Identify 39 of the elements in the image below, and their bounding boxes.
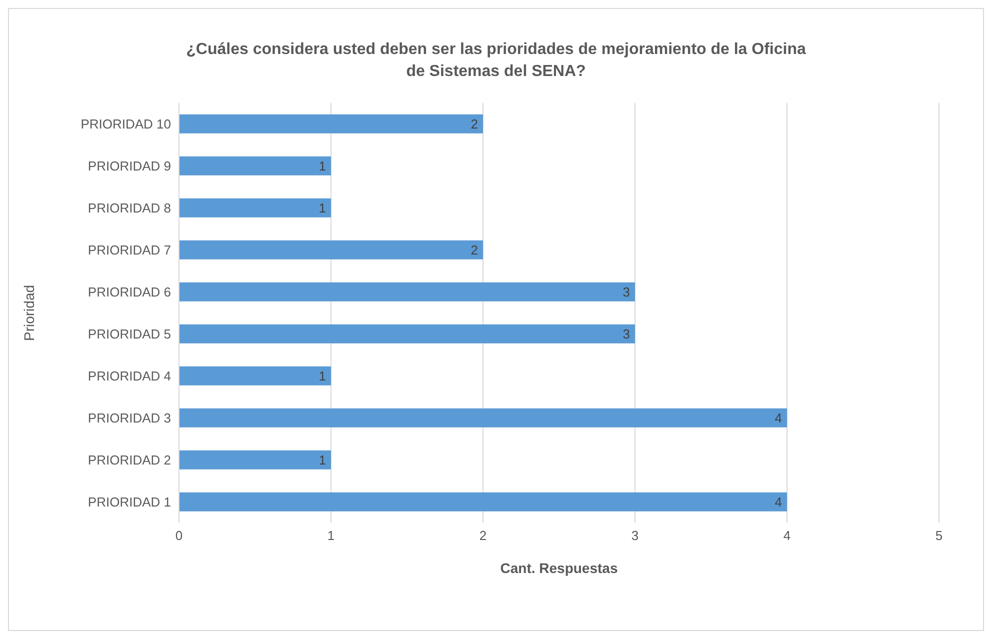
data-label: 3	[622, 284, 630, 300]
x-tick-label: 5	[935, 528, 943, 544]
x-tick-label: 4	[783, 528, 791, 544]
bar	[179, 492, 787, 512]
y-tick-label: PRIORIDAD 6	[88, 284, 171, 300]
y-tick-label: PRIORIDAD 7	[88, 242, 171, 258]
data-label: 1	[318, 200, 326, 216]
y-tick-label: PRIORIDAD 4	[88, 368, 171, 384]
x-axis-title: Cant. Respuestas	[500, 560, 618, 576]
bar	[179, 240, 483, 260]
bar	[179, 114, 483, 134]
x-tick-label: 3	[631, 528, 639, 544]
x-tick-label: 0	[175, 528, 183, 544]
y-tick-label: PRIORIDAD 1	[88, 494, 171, 510]
x-tick-label: 1	[327, 528, 335, 544]
data-label: 4	[774, 494, 782, 510]
data-label: 2	[470, 242, 478, 258]
chart-title: ¿Cuáles considera usted deben ser las prioridades de mejoramiento de la Oficina de Sistemas del SENA?	[185, 40, 807, 82]
bar	[179, 198, 331, 218]
data-label: 1	[318, 452, 326, 468]
data-label: 3	[622, 326, 630, 342]
bar	[179, 450, 331, 470]
y-tick-label: PRIORIDAD 5	[88, 326, 171, 342]
y-tick-label: PRIORIDAD 2	[88, 452, 171, 468]
y-axis-title: Prioridad	[20, 284, 37, 342]
y-tick-label: PRIORIDAD 10	[80, 116, 171, 132]
y-tick-label: PRIORIDAD 3	[88, 410, 171, 426]
bar	[179, 156, 331, 176]
y-tick-label: PRIORIDAD 8	[88, 200, 171, 216]
bar	[179, 366, 331, 386]
data-label: 4	[774, 410, 782, 426]
bar	[179, 408, 787, 428]
data-label: 2	[470, 116, 478, 132]
data-label: 1	[318, 158, 326, 174]
bar	[179, 324, 635, 344]
y-tick-label: PRIORIDAD 9	[88, 158, 171, 174]
x-tick-label: 2	[479, 528, 487, 544]
data-label: 1	[318, 368, 326, 384]
bar	[179, 282, 635, 302]
